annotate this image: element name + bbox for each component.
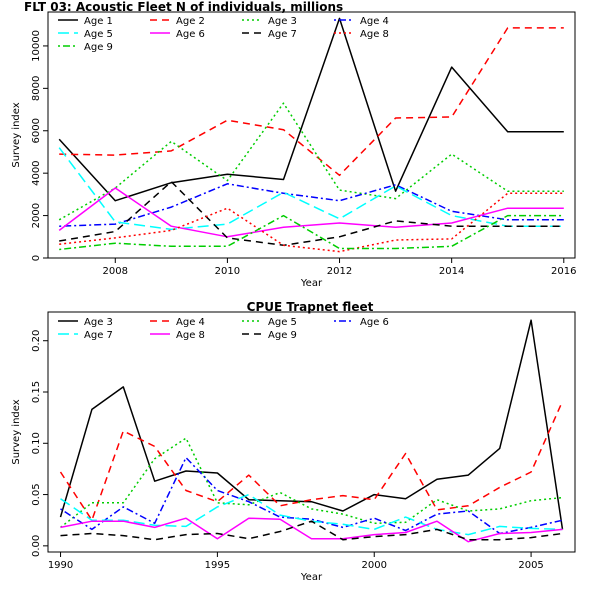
x-tick-label: 2016 [551, 266, 576, 277]
y-tick-label: 8000 [31, 76, 42, 101]
legend-label: Age 4 [176, 317, 205, 328]
y-tick-label: 4000 [31, 160, 42, 185]
x-tick-label: 1990 [48, 560, 73, 571]
x-tick-label: 2008 [103, 266, 128, 277]
legend-label: Age 8 [360, 29, 389, 40]
x-tick-label: 2005 [518, 560, 543, 571]
legend: Age 1 Age 2 Age 3 Age 4 Age 5 Age 6 Age 7 Age 8… [58, 16, 389, 53]
x-tick-label: 2010 [215, 266, 240, 277]
x-tick-label: 2000 [362, 560, 387, 571]
y-tick-label: 2000 [31, 203, 42, 228]
y-tick-label: 0.20 [31, 330, 42, 352]
series-line-age-9 [59, 214, 564, 251]
series-line-age-7 [60, 493, 563, 536]
legend-label: Age 1 [84, 16, 113, 27]
legend-label: Age 9 [84, 42, 113, 53]
legend-label: Age 5 [84, 29, 113, 40]
series-line-age-4 [59, 183, 564, 227]
series-line-age-1 [58, 17, 564, 202]
legend-label: Age 4 [360, 16, 389, 27]
series-line-age-2 [59, 27, 564, 177]
legend-label: Age 7 [84, 330, 113, 341]
series-line-age-4 [59, 400, 564, 521]
plot-frame [47, 311, 576, 553]
y-tick-label: 0.15 [31, 381, 42, 403]
y-tick-label: 10000 [31, 30, 42, 62]
chart-2: CPUE Trapnet fleet 1990 1995 2000 2005 Year 0.… [11, 300, 576, 583]
y-tick-label: 0 [31, 255, 42, 261]
legend-label: Age 3 [268, 16, 297, 27]
chart-title: CPUE Trapnet fleet [247, 300, 374, 314]
legend-label: Age 8 [176, 330, 205, 341]
x-axis-label: Year [300, 278, 323, 289]
y-tick-label: 0.10 [31, 432, 42, 454]
legend: Age 3 Age 4 Age 5 Age 6 Age 7 Age 8 Age 9 [58, 317, 389, 341]
series-line-age-8 [59, 192, 564, 253]
series-line-age-3 [59, 319, 564, 530]
y-tick-label: 0.00 [31, 535, 42, 557]
series-line-age-9 [60, 520, 563, 541]
legend-label: Age 2 [176, 16, 205, 27]
legend-label: Age 6 [176, 29, 205, 40]
y-axis-label: Survey index [11, 399, 22, 464]
series-line-age-5 [60, 437, 563, 528]
x-tick-label: 2012 [327, 266, 352, 277]
y-tick-label: 0.05 [31, 483, 42, 505]
legend-label: Age 9 [268, 330, 297, 341]
plot-frame [47, 11, 576, 259]
chart-title: FLT 03: Acoustic Fleet N of individuals,… [24, 0, 343, 14]
series-line-age-5 [58, 147, 564, 231]
x-tick-label: 2014 [439, 266, 464, 277]
series-line-age-6 [60, 456, 563, 535]
legend-label: Age 6 [360, 317, 389, 328]
legend-label: Age 5 [268, 317, 297, 328]
x-axis-label: Year [300, 572, 323, 583]
y-axis-label: Survey index [11, 102, 22, 167]
chart-1: FLT 03: Acoustic Fleet N of individuals,… [11, 0, 577, 289]
legend-label: Age 3 [84, 317, 113, 328]
legend-label: Age 7 [268, 29, 297, 40]
series-line-age-6 [58, 187, 564, 238]
series-line-age-3 [58, 102, 564, 221]
series-line-age-8 [60, 517, 563, 543]
x-tick-label: 1995 [205, 560, 230, 571]
y-tick-label: 6000 [31, 118, 42, 143]
